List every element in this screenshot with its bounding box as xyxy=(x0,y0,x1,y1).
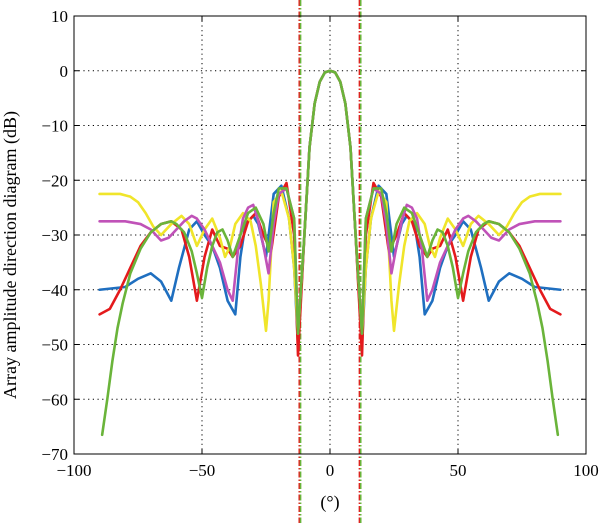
x-tick-label: −100 xyxy=(56,461,91,480)
y-tick-label: −30 xyxy=(41,226,68,245)
y-tick-label: 10 xyxy=(51,7,68,26)
vertical-markers xyxy=(298,0,362,523)
series-lines xyxy=(98,69,562,437)
y-tick-label: −20 xyxy=(41,171,68,190)
x-tick-label: 100 xyxy=(573,461,599,480)
y-tick-label: −70 xyxy=(41,445,68,464)
y-tick-label: −60 xyxy=(41,390,68,409)
x-tick-label: 50 xyxy=(450,461,467,480)
y-tick-label: 0 xyxy=(60,62,69,81)
grid xyxy=(74,16,586,454)
y-tick-label: −10 xyxy=(41,117,68,136)
y-tick-label: −40 xyxy=(41,281,68,300)
x-axis-label: (°) xyxy=(320,492,339,513)
y-tick-label: −50 xyxy=(41,336,68,355)
series-line-5 xyxy=(100,69,560,437)
x-tick-label: −50 xyxy=(189,461,216,480)
y-axis-label: Array amplitude direction diagram (dB) xyxy=(0,111,21,399)
x-tick-label: 0 xyxy=(326,461,335,480)
